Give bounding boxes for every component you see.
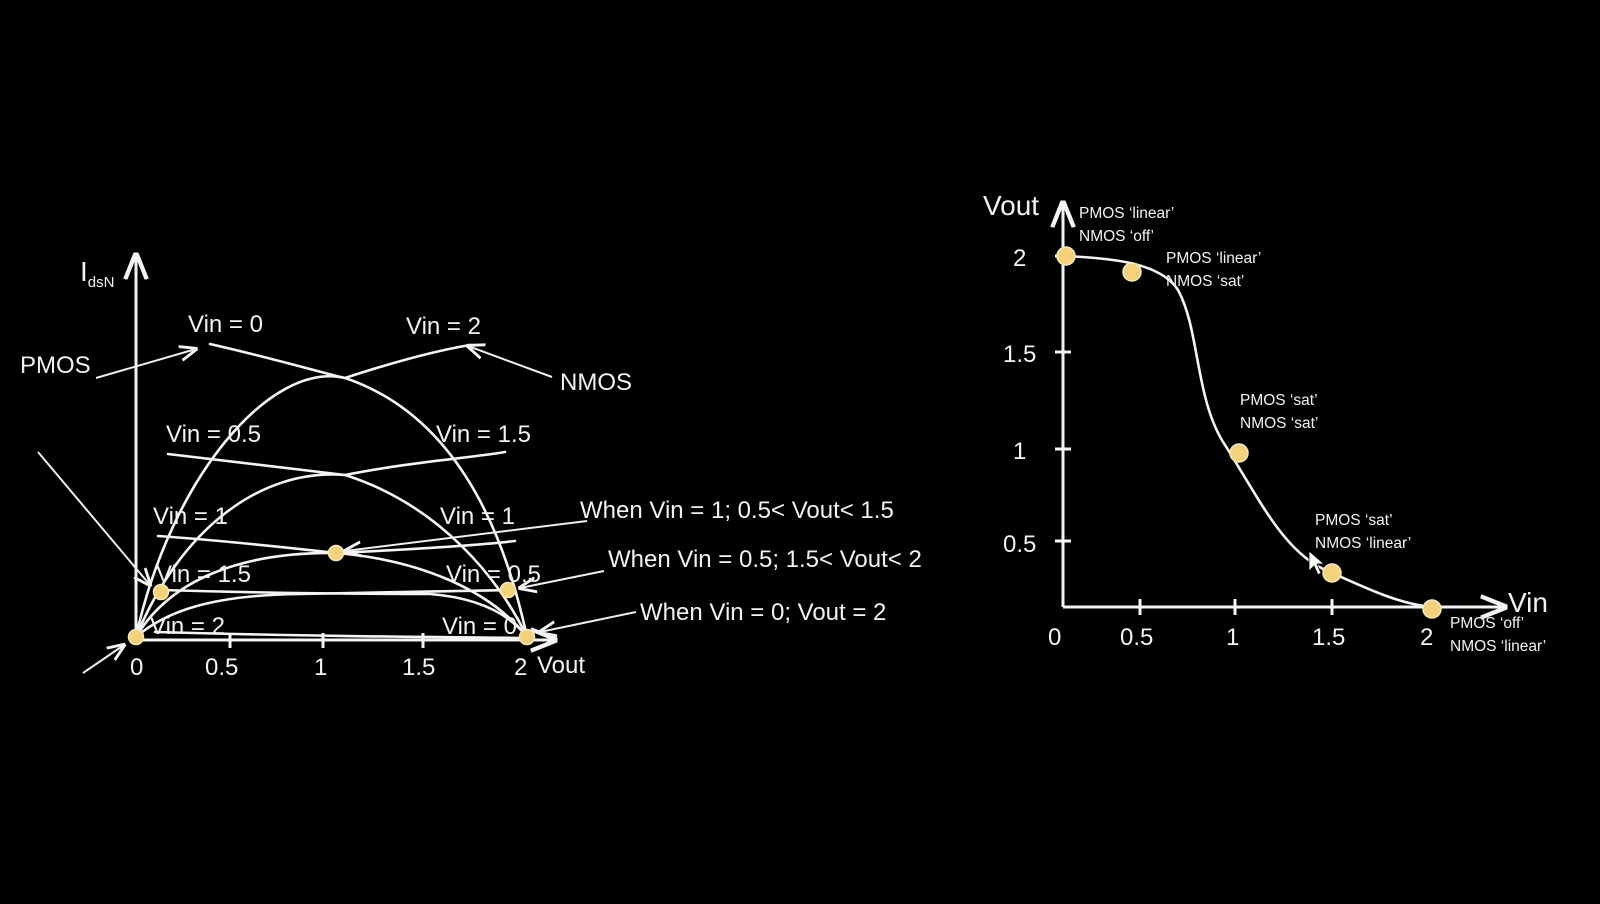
- nmos-arrow: [468, 346, 553, 378]
- left-iv-plot: IdsN 0 0.5 1 1.5 2 Vout Vin = 0: [20, 255, 922, 681]
- vtc-point-5: [1422, 599, 1442, 619]
- region-label-3-line1: PMOS ‘sat’: [1240, 392, 1318, 409]
- pmos-curve-vin2: [153, 630, 529, 640]
- region-label-4-line1: PMOS ‘sat’: [1315, 512, 1393, 529]
- pmos-curve-vin0: [208, 342, 529, 639]
- label-pmos-vin0: Vin = 0: [188, 311, 263, 338]
- label-nmos-vin1: Vin = 1: [440, 503, 515, 530]
- op-point-vin1: [327, 544, 345, 562]
- left-y-axis-label: IdsN: [80, 256, 114, 291]
- pmos-curve-vin0.5: [166, 452, 529, 639]
- right-x-tick-label: 2: [1420, 624, 1433, 651]
- arrow-to-vin2-point: [82, 645, 124, 674]
- label-pmos-vin1: Vin = 1: [153, 503, 228, 530]
- annotation-vin1: When Vin = 1; 0.5< Vout< 1.5: [580, 497, 894, 524]
- label-nmos-vin2: Vin = 2: [406, 313, 481, 340]
- nmos-curve-vin1.5: [134, 450, 507, 639]
- nmos-label: NMOS: [560, 369, 632, 396]
- right-vtc-plot: Vout Vin 2 1.5 1 0.5 0 0.5 1 1.5 2: [983, 190, 1548, 655]
- pmos-label: PMOS: [20, 352, 91, 379]
- op-point-vin0.5: [499, 581, 517, 599]
- label-pmos-vin0.5: Vin = 0.5: [166, 421, 261, 448]
- pmos-arrow: [95, 349, 196, 379]
- vtc-point-3: [1229, 443, 1249, 463]
- arrow-to-vin0.5-point: [520, 570, 605, 588]
- left-x-tick-label: 0: [130, 654, 143, 681]
- right-y-ticks: 2 1.5 1 0.5: [1003, 245, 1071, 558]
- region-label-4-line2: NMOS ‘linear’: [1315, 535, 1411, 552]
- arrow-to-vin1-point: [345, 520, 588, 551]
- left-x-ticks: 0 0.5 1 1.5 2: [130, 633, 527, 681]
- op-point-vin1.5: [152, 583, 170, 601]
- label-pmos-vin2: Vin = 2: [150, 613, 225, 640]
- region-label-5-line1: PMOS ‘off’: [1450, 615, 1524, 632]
- op-point-vin2: [127, 628, 145, 646]
- pmos-curve-vin1.5: [158, 588, 529, 639]
- right-y-axis-label: Vout: [983, 190, 1039, 221]
- region-label-1-line2: NMOS ‘off’: [1079, 228, 1154, 245]
- right-y-tick-label: 2: [1013, 245, 1026, 272]
- annotation-vin0: When Vin = 0; Vout = 2: [640, 599, 886, 626]
- label-nmos-vin0.5: Vin = 0.5: [446, 561, 541, 588]
- right-x-tick-label: 0: [1048, 624, 1061, 651]
- left-x-axis-label: Vout: [537, 652, 585, 679]
- right-y-tick-label: 1.5: [1003, 341, 1036, 368]
- op-point-vin0: [518, 628, 536, 646]
- arrow-to-vin0-point: [540, 611, 637, 632]
- right-x-tick-label: 0.5: [1120, 624, 1153, 651]
- right-x-ticks: 0 0.5 1 1.5 2: [1048, 599, 1433, 651]
- nmos-curve-vin2: [134, 343, 472, 639]
- left-x-tick-label: 0.5: [205, 654, 238, 681]
- vtc-point-4: [1322, 563, 1342, 583]
- vtc-point-2: [1122, 262, 1142, 282]
- left-x-tick-label: 2: [514, 654, 527, 681]
- annotation-vin0.5: When Vin = 0.5; 1.5< Vout< 2: [608, 546, 922, 573]
- vtc-point-1: [1056, 246, 1076, 266]
- right-y-tick-label: 1: [1013, 438, 1026, 465]
- right-x-tick-label: 1: [1226, 624, 1239, 651]
- right-x-tick-label: 1.5: [1312, 624, 1345, 651]
- region-label-5-line2: NMOS ‘linear’: [1450, 638, 1546, 655]
- region-label-1-line1: PMOS ‘linear’: [1079, 205, 1174, 222]
- label-nmos-vin1.5: Vin = 1.5: [436, 421, 531, 448]
- vtc-curve: [1061, 254, 1434, 609]
- arrow-to-vin1.5-point: [37, 451, 150, 585]
- region-label-2-line1: PMOS ‘linear’: [1166, 250, 1261, 267]
- region-label-3-line2: NMOS ‘sat’: [1240, 415, 1318, 432]
- region-label-2-line2: NMOS ‘sat’: [1166, 273, 1244, 290]
- label-nmos-vin0: Vin = 0: [442, 613, 517, 640]
- right-y-tick-label: 0.5: [1003, 531, 1036, 558]
- left-x-tick-label: 1.5: [402, 654, 435, 681]
- left-x-tick-label: 1: [314, 654, 327, 681]
- label-pmos-vin1.5: Vin = 1.5: [156, 561, 251, 588]
- mouse-cursor-icon: [1308, 550, 1326, 576]
- right-x-axis-label: Vin: [1508, 587, 1548, 618]
